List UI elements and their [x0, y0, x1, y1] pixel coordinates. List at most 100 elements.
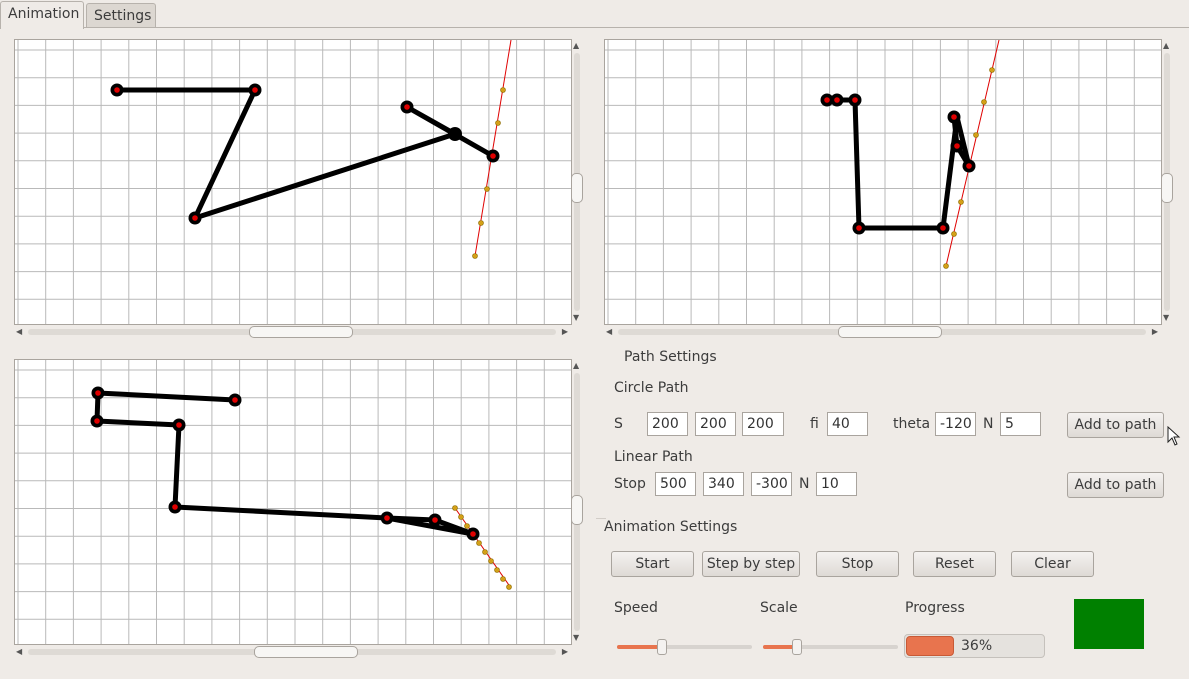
scroll-handle[interactable] — [1161, 173, 1173, 203]
joint-inner — [490, 153, 496, 159]
speed-slider[interactable] — [617, 639, 752, 655]
linear-n-field[interactable]: 10 — [816, 472, 857, 496]
tab-settings[interactable]: Settings — [86, 3, 156, 27]
scroll-up-icon[interactable]: ▲ — [573, 41, 580, 50]
grid — [15, 360, 571, 644]
joint-inner — [432, 517, 438, 523]
scroll-handle[interactable] — [571, 495, 583, 525]
scroll-up-icon[interactable]: ▲ — [573, 361, 580, 370]
trajectory-point — [981, 99, 987, 105]
view-bottom[interactable] — [14, 359, 572, 645]
trajectory-point — [958, 199, 964, 205]
joint-inner — [824, 97, 830, 103]
scroll-left-icon[interactable]: ◀ — [16, 327, 23, 336]
slider-fill — [763, 645, 797, 649]
canvas-bottom[interactable] — [15, 360, 571, 644]
scroll-handle[interactable] — [249, 326, 353, 338]
canvas-top-right[interactable] — [605, 40, 1161, 324]
theta-field[interactable]: -120 — [935, 412, 976, 436]
scroll-handle[interactable] — [571, 173, 583, 203]
tab-bar: Animation Settings — [0, 0, 1189, 29]
joint-inner — [176, 422, 182, 428]
trajectory-point — [478, 220, 484, 226]
h-scrollbar-top-left[interactable]: ◀ ▶ — [14, 326, 570, 338]
fi-field[interactable]: 40 — [827, 412, 868, 436]
slider-groove — [763, 645, 898, 649]
joint-inner — [951, 114, 957, 120]
trajectory-point — [943, 263, 949, 269]
v-scrollbar-bottom[interactable]: ▲ ▼ — [571, 359, 583, 645]
joint-inner — [95, 390, 101, 396]
trajectory-point — [973, 132, 979, 138]
tab-animation-label: Animation — [8, 6, 80, 22]
scroll-right-icon[interactable]: ▶ — [561, 647, 568, 656]
progress-fill — [906, 636, 955, 656]
scroll-right-icon[interactable]: ▶ — [1151, 327, 1158, 336]
joint-inner — [252, 87, 258, 93]
trajectory-point — [452, 505, 458, 511]
trajectory-point — [495, 120, 501, 126]
trajectory-point — [506, 584, 512, 590]
view-top-right[interactable] — [604, 39, 1162, 325]
stop-z-field[interactable]: -300 — [751, 472, 792, 496]
grid — [15, 40, 571, 324]
progress-text: 36% — [961, 638, 993, 654]
linear-add-to-path-button[interactable]: Add to path — [1067, 472, 1164, 498]
scroll-right-icon[interactable]: ▶ — [561, 327, 568, 336]
scroll-left-icon[interactable]: ◀ — [16, 647, 23, 656]
fi-label: fi — [810, 416, 819, 432]
tab-animation[interactable]: Animation — [0, 1, 84, 29]
s-z-field[interactable]: 200 — [742, 412, 784, 436]
stop-y-field[interactable]: 340 — [703, 472, 744, 496]
scroll-handle[interactable] — [838, 326, 942, 338]
joint-inner — [940, 225, 946, 231]
s-x-field[interactable]: 200 — [647, 412, 688, 436]
s-label: S — [614, 416, 623, 432]
h-scrollbar-bottom[interactable]: ◀ ▶ — [14, 646, 570, 658]
color-swatch[interactable] — [1074, 599, 1144, 649]
scale-label: Scale — [760, 600, 798, 616]
animation-settings-title: Animation Settings — [604, 519, 738, 535]
reset-button[interactable]: Reset — [913, 551, 996, 577]
view-top-left[interactable] — [14, 39, 572, 325]
clear-button[interactable]: Clear — [1011, 551, 1094, 577]
scroll-left-icon[interactable]: ◀ — [606, 327, 613, 336]
scroll-up-icon[interactable]: ▲ — [1163, 41, 1170, 50]
v-scrollbar-top-left[interactable]: ▲ ▼ — [571, 39, 583, 325]
scroll-down-icon[interactable]: ▼ — [1163, 313, 1170, 322]
progress-bar: 36% — [904, 634, 1045, 658]
trajectory-point — [989, 67, 995, 73]
trajectory-point — [951, 231, 957, 237]
joint-inner — [954, 143, 960, 149]
canvas-top-left[interactable] — [15, 40, 571, 324]
joint-inner — [94, 418, 100, 424]
theta-label: theta — [893, 416, 931, 432]
trajectory-point — [488, 558, 494, 564]
circle-path-title: Circle Path — [614, 380, 689, 396]
scale-slider[interactable] — [763, 639, 898, 655]
speed-label: Speed — [614, 600, 658, 616]
scroll-down-icon[interactable]: ▼ — [573, 633, 580, 642]
stop-x-field[interactable]: 500 — [655, 472, 696, 496]
trajectory-point — [500, 576, 506, 582]
circle-add-to-path-button[interactable]: Add to path — [1067, 412, 1164, 438]
scroll-down-icon[interactable]: ▼ — [573, 313, 580, 322]
step-by-step-button[interactable]: Step by step — [702, 551, 800, 577]
link-chain — [94, 390, 476, 537]
circle-n-field[interactable]: 5 — [1000, 412, 1041, 436]
stop-label: Stop — [614, 476, 646, 492]
h-scrollbar-top-right[interactable]: ◀ ▶ — [604, 326, 1160, 338]
slider-handle[interactable] — [656, 639, 667, 655]
joint-large — [448, 127, 462, 141]
start-button[interactable]: Start — [611, 551, 694, 577]
joint-inner — [232, 397, 238, 403]
scroll-handle[interactable] — [254, 646, 358, 658]
slider-handle[interactable] — [791, 639, 802, 655]
trajectory-line — [454, 507, 512, 589]
trajectory-point — [464, 523, 470, 529]
s-y-field[interactable]: 200 — [695, 412, 736, 436]
stop-button[interactable]: Stop — [816, 551, 899, 577]
v-scrollbar-top-right[interactable]: ▲ ▼ — [1161, 39, 1173, 325]
joint-inner — [856, 225, 862, 231]
joint-inner — [114, 87, 120, 93]
